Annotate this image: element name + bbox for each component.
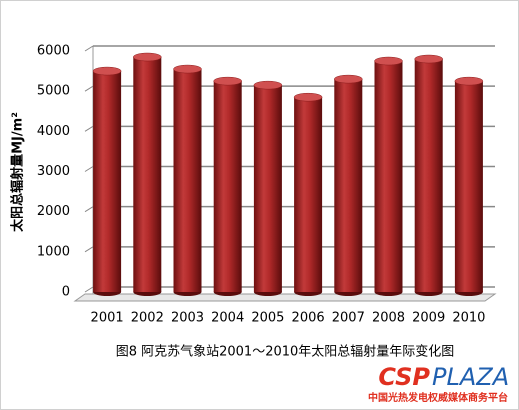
x-tick-label: 2001: [91, 311, 124, 326]
x-tick-label: 2003: [171, 311, 204, 326]
x-tick-label: 2002: [131, 311, 164, 326]
x-tick-label: 2009: [412, 311, 445, 326]
bar-cap: [414, 54, 443, 64]
bar: [253, 85, 282, 293]
bar-cap: [92, 66, 122, 76]
bar: [414, 59, 443, 293]
bar: [93, 71, 122, 292]
bar: [213, 81, 242, 292]
caption: 图8 阿克苏气象站2001～2010年太阳总辐射量年际变化图: [116, 344, 455, 360]
brand-right: PLAZA: [432, 363, 509, 391]
y-tick-label: 0: [62, 285, 70, 300]
grid-line-side: [84, 246, 94, 253]
bar-cap: [293, 92, 323, 102]
bar: [173, 69, 202, 292]
y-tick-label: 1000: [37, 244, 70, 259]
bar-cap: [454, 76, 484, 86]
x-tick-label: 2008: [372, 311, 405, 326]
bar-cap: [173, 64, 202, 74]
y-tick-label: 6000: [37, 44, 70, 59]
brand-left: CSP: [378, 363, 430, 391]
x-tick-label: 2005: [251, 311, 284, 326]
grid-line-side: [84, 85, 94, 92]
y-tick-label: 3000: [37, 164, 70, 179]
grid-line-side: [84, 206, 94, 213]
bar: [454, 81, 483, 292]
grid-line-side: [84, 286, 94, 293]
brand-tagline: 中国光热发电权威媒体商务平台: [368, 391, 508, 404]
bar: [133, 57, 162, 293]
x-tick-label: 2007: [332, 311, 365, 326]
bar-cap: [133, 52, 162, 62]
bar-cap: [213, 76, 242, 86]
y-axis-label: 太阳总辐射量MJ/m²: [10, 112, 26, 233]
bar: [294, 97, 323, 292]
bar-cap: [253, 80, 283, 90]
y-tick-label: 5000: [37, 84, 70, 99]
x-tick-label: 2006: [292, 311, 325, 326]
x-tick-label: 2004: [211, 311, 244, 326]
y-tick-label: 2000: [37, 204, 70, 219]
grid-line-side: [84, 125, 94, 132]
grid-line-side: [84, 166, 94, 172]
x-tick-label: 2010: [452, 311, 485, 326]
y-tick-label: 4000: [37, 124, 70, 139]
bar: [334, 79, 363, 292]
grid-line-side: [84, 45, 94, 52]
bar-cap: [374, 56, 403, 66]
bar: [374, 61, 403, 292]
bar-cap: [334, 74, 363, 84]
